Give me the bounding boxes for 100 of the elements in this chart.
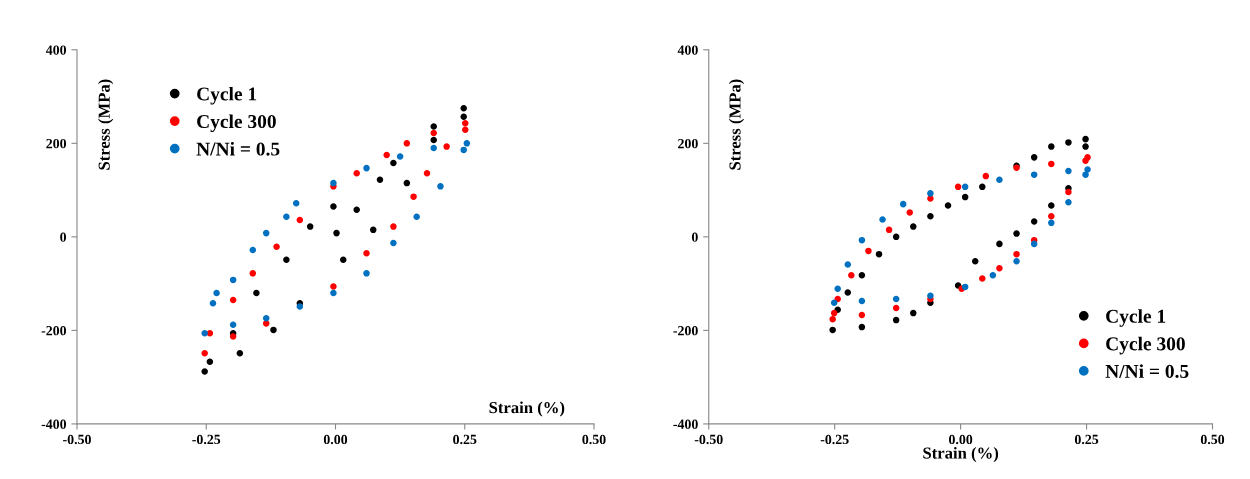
point bbox=[1048, 213, 1055, 220]
point bbox=[229, 296, 237, 304]
point bbox=[330, 203, 337, 210]
point bbox=[413, 213, 420, 221]
point bbox=[253, 289, 260, 297]
point bbox=[443, 143, 450, 150]
point bbox=[249, 270, 257, 277]
point bbox=[830, 309, 838, 317]
point bbox=[283, 213, 290, 221]
point bbox=[330, 289, 337, 297]
y-tick-label: -200 bbox=[41, 325, 67, 336]
point bbox=[927, 190, 934, 197]
point bbox=[1082, 135, 1089, 143]
x-tick-label: 0.00 bbox=[323, 434, 348, 445]
point bbox=[201, 329, 208, 337]
point bbox=[830, 299, 838, 307]
point bbox=[1082, 143, 1089, 150]
point bbox=[996, 240, 1003, 248]
point bbox=[296, 216, 304, 224]
point bbox=[330, 283, 337, 290]
point bbox=[1013, 230, 1020, 237]
y-tick-label: 200 bbox=[678, 138, 698, 149]
point bbox=[910, 223, 917, 230]
point bbox=[283, 256, 290, 264]
point bbox=[229, 333, 237, 340]
point bbox=[961, 283, 969, 291]
point bbox=[858, 297, 866, 305]
point bbox=[340, 256, 347, 264]
point bbox=[892, 304, 900, 312]
point bbox=[1030, 171, 1038, 178]
point bbox=[229, 321, 237, 329]
point bbox=[865, 247, 872, 255]
point bbox=[885, 226, 893, 234]
legend-label: N/Ni = 0.5 bbox=[196, 141, 280, 156]
point bbox=[306, 223, 314, 230]
legend-label: N/Ni = 0.5 bbox=[1105, 364, 1189, 379]
point bbox=[333, 229, 340, 237]
point bbox=[262, 229, 270, 237]
y-axis-title: Stress (MPa) bbox=[728, 79, 745, 170]
point bbox=[1065, 167, 1072, 175]
y-tick-label: -200 bbox=[673, 325, 698, 336]
point bbox=[229, 276, 237, 284]
point bbox=[460, 105, 467, 112]
y-tick-label: -400 bbox=[673, 419, 698, 429]
point bbox=[390, 159, 397, 167]
point bbox=[1030, 240, 1038, 248]
point bbox=[403, 179, 411, 187]
point bbox=[829, 326, 836, 334]
y-tick-label: -400 bbox=[41, 419, 67, 429]
point bbox=[201, 350, 208, 357]
y-tick-label: 0 bbox=[60, 232, 67, 242]
point bbox=[834, 285, 841, 293]
point bbox=[213, 289, 220, 297]
point bbox=[844, 261, 852, 268]
point bbox=[982, 172, 990, 180]
point bbox=[430, 144, 437, 152]
point bbox=[996, 264, 1003, 272]
y-axis-title: Stress (MPa) bbox=[98, 79, 114, 170]
point bbox=[927, 213, 934, 220]
point bbox=[236, 350, 244, 357]
point bbox=[844, 289, 852, 296]
point bbox=[1013, 250, 1020, 258]
point bbox=[1048, 143, 1055, 150]
point bbox=[899, 200, 907, 208]
point bbox=[463, 140, 471, 147]
point bbox=[201, 368, 208, 375]
point bbox=[892, 316, 900, 324]
point bbox=[858, 236, 866, 244]
legend-label: Cycle 300 bbox=[1106, 336, 1185, 355]
point bbox=[858, 323, 866, 331]
point bbox=[834, 295, 841, 303]
point bbox=[1030, 218, 1038, 225]
point bbox=[979, 275, 986, 282]
point bbox=[363, 249, 370, 257]
point bbox=[1048, 219, 1055, 227]
point bbox=[390, 239, 397, 247]
point bbox=[353, 170, 360, 177]
point bbox=[1065, 199, 1072, 206]
x-tick-label: -0.50 bbox=[694, 434, 723, 445]
x-tick-label: -0.25 bbox=[820, 434, 849, 445]
point bbox=[390, 223, 397, 230]
point bbox=[875, 250, 883, 258]
point bbox=[892, 295, 900, 303]
point bbox=[1030, 154, 1038, 161]
point bbox=[460, 146, 467, 154]
legend-label: Cycle 300 bbox=[197, 114, 276, 133]
point bbox=[979, 183, 986, 191]
point bbox=[954, 183, 962, 191]
legend-label: Cycle 1 bbox=[1106, 309, 1166, 327]
point bbox=[437, 183, 444, 190]
point bbox=[829, 315, 836, 323]
y-tick-label: 400 bbox=[677, 45, 698, 55]
point bbox=[892, 233, 900, 241]
point bbox=[1013, 257, 1020, 265]
y-tick-label: 200 bbox=[46, 138, 67, 149]
legend-label: Cycle 1 bbox=[197, 86, 257, 105]
point bbox=[403, 140, 411, 147]
point bbox=[249, 246, 257, 254]
point bbox=[330, 179, 337, 187]
point bbox=[1048, 202, 1055, 209]
